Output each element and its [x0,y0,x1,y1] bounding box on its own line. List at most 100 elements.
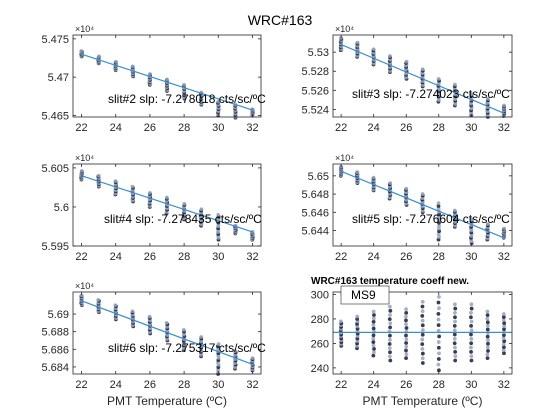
data-points-slit4 [79,169,255,242]
panel-slit4: 22 24 26 28 30 32 5.595 5.6 5.605 ×10⁴ slit#4 slp:… [41,153,262,263]
data-point [437,334,442,339]
data-point [404,186,409,191]
y-tick-label: 300 [311,289,329,301]
data-point [79,293,84,298]
data-point [501,348,506,353]
data-point [130,64,135,69]
data-point [355,40,360,45]
x-tick-label: 32 [246,122,258,134]
data-point [453,311,457,315]
legend-label: MS9 [351,288,376,302]
data-point [420,332,425,337]
x-tick-label: 22 [335,379,347,391]
data-point [485,327,490,332]
data-point [130,309,135,314]
data-point [371,353,376,358]
data-point [388,181,393,186]
x-tick-label: 26 [400,122,412,134]
data-point [452,302,457,307]
data-point [388,325,392,330]
data-point [453,358,458,363]
data-point [404,329,409,334]
data-point [182,82,187,87]
data-point [338,319,343,324]
data-point [372,346,376,351]
data-point [436,340,441,344]
data-point [371,326,376,331]
data-point [436,357,441,361]
data-point [502,103,506,108]
data-point [371,340,376,344]
data-point [97,54,101,59]
fit-line [340,170,505,239]
data-point [165,77,169,82]
data-point [388,333,392,338]
data-point [453,82,457,87]
data-point [114,59,118,64]
data-points-slit2 [79,49,255,120]
x-tick-label: 24 [110,122,122,134]
data-point [502,327,506,331]
data-point [404,348,408,353]
x-tick-label: 28 [433,379,445,391]
legend-box [340,285,390,305]
figure-title: WRC#163 [247,12,313,28]
x-axis-label: PMT Temperature (ºC) [363,394,483,408]
x-tick-label: 26 [144,379,156,391]
x-tick-label: 30 [465,122,477,134]
data-point [469,311,473,315]
data-point [437,223,441,228]
y-tick-label: 5.47 [48,72,69,84]
panel-tempcoeff: 22 24 26 28 30 32 240 260 280 300 PMT Temperature … [311,276,513,408]
data-point [372,313,376,317]
y-tick-label: 5.475 [41,34,69,46]
fit-line [81,300,253,365]
data-point [469,306,474,311]
data-point [452,328,457,333]
data-point [485,309,490,314]
data-point [420,67,425,72]
data-point [199,207,204,212]
y-tick-label: 5.684 [41,362,69,374]
data-point [387,304,392,309]
data-point [437,229,441,234]
data-point [485,316,490,321]
data-point [469,354,474,359]
y-tick-label: 5.526 [301,85,329,97]
data-point [371,316,376,321]
data-point [420,337,425,342]
data-point [502,351,506,356]
data-point [388,308,393,313]
data-point [130,184,135,189]
data-point [371,175,376,180]
data-point [79,49,84,53]
y-tick-label: 5.524 [301,104,329,116]
data-point [404,344,409,349]
y-tick-label: 5.528 [301,66,329,78]
data-point [113,303,118,308]
x-tick-label: 32 [246,379,258,391]
axes-box [332,34,513,118]
data-point [501,318,506,322]
data-point [469,315,473,320]
y-tick-label: 5.605 [41,163,69,175]
axes-box [332,163,513,247]
y-exponent-label: ×10⁴ [335,153,354,163]
slope-annotation: slit#3 slp: -7.274023 cts/sc/ºC [352,87,510,101]
data-point [437,294,441,299]
data-point [371,343,376,348]
y-exponent-label: ×10⁴ [75,24,94,34]
x-tick-label: 24 [368,379,380,391]
data-point [420,192,425,196]
x-tick-label: 30 [465,251,477,263]
x-tick-label: 28 [178,251,190,263]
y-exponent-label: ×10⁴ [75,281,94,291]
data-point [469,302,474,307]
data-point [437,351,441,356]
x-tick-label: 22 [335,251,347,263]
data-point [486,341,490,346]
data-point [437,212,442,217]
panel-slit6: 22 24 26 28 30 32 5.684 5.686 5.688 5.69 ×10⁴ slit#… [41,281,266,408]
data-point [486,338,490,343]
data-point [420,314,425,318]
